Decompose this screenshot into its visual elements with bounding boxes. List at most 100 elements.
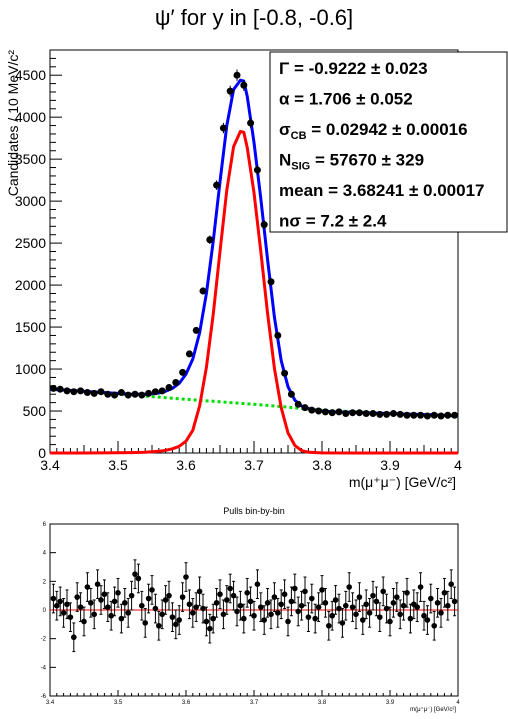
data-point <box>328 409 336 417</box>
pull-point <box>356 594 363 600</box>
pull-xtick-label: 3.9 <box>386 700 395 706</box>
pull-point <box>404 590 410 596</box>
pull-point <box>203 618 210 625</box>
pull-point <box>292 585 298 592</box>
pull-point <box>312 615 319 622</box>
pull-point <box>247 598 254 605</box>
data-point <box>335 408 343 416</box>
pull-point <box>421 612 427 619</box>
pull-point <box>285 618 291 625</box>
data-point <box>117 389 125 397</box>
pull-point <box>251 612 257 619</box>
pull-point <box>91 611 97 618</box>
pull-point <box>309 595 315 602</box>
pull-point <box>115 590 121 596</box>
main-xtick-label: 3.9 <box>380 457 400 473</box>
pull-point <box>394 594 400 600</box>
pull-point <box>145 595 152 602</box>
stats-entry: Γ = -0.9222 ± 0.023 <box>279 59 428 78</box>
main-ytick-label: 0 <box>38 445 46 461</box>
stats-entry-name: nσ <box>279 212 301 231</box>
pull-point <box>360 617 366 623</box>
pull-point <box>217 591 223 598</box>
stats-entry-name: α <box>279 90 290 109</box>
pull-point <box>88 600 94 606</box>
pull-point <box>111 598 118 605</box>
pull-point <box>193 604 199 610</box>
pull-ytick-label: 4 <box>43 551 47 557</box>
pull-ytick-label: -2 <box>41 637 47 643</box>
pull-point <box>278 601 285 608</box>
pull-point <box>57 598 63 605</box>
stats-entry-value: = 7.2 ± 2.4 <box>301 212 387 231</box>
pull-point <box>101 591 108 598</box>
data-point <box>444 411 452 419</box>
pull-point <box>98 597 104 603</box>
stats-entry-name: mean <box>279 181 323 200</box>
pull-point <box>224 597 230 603</box>
data-point <box>294 400 302 408</box>
pull-point <box>81 618 87 625</box>
data-point <box>145 389 153 397</box>
data-point <box>97 388 105 396</box>
stats-entry-value: = -0.9222 ± 0.023 <box>289 59 427 78</box>
data-point <box>172 378 180 386</box>
main-xlabel: m(μ⁺μ⁻) [GeV/c²] <box>349 474 456 490</box>
pull-point <box>176 617 182 623</box>
main-xtick-label: 3.7 <box>244 457 264 473</box>
stats-entry-value: = 0.02942 ± 0.00016 <box>307 120 468 139</box>
data-point <box>403 411 411 419</box>
pull-point <box>108 612 114 619</box>
pull-point <box>451 598 458 605</box>
stats-box <box>269 51 508 233</box>
pull-point <box>329 612 336 619</box>
pull-point <box>264 600 271 606</box>
pull-point <box>370 592 376 599</box>
pull-point <box>244 590 250 596</box>
main-axes: 3.4 3.5 3.6 3.7 3.8 3.9 4 0 500 1000 1500 2000 2500 3… <box>15 49 462 473</box>
stats-entry-name: Γ <box>279 59 289 78</box>
data-point <box>192 326 200 334</box>
data-point <box>111 391 119 399</box>
pull-point <box>190 610 196 616</box>
pull-point <box>275 610 281 616</box>
data-point <box>206 236 214 244</box>
data-point <box>151 388 159 396</box>
data-point <box>376 410 384 418</box>
data-point <box>240 81 248 89</box>
pull-point <box>346 584 353 590</box>
pull-point <box>227 585 233 592</box>
pull-point <box>71 634 77 641</box>
pull-point <box>196 588 203 595</box>
pull-point <box>302 588 308 595</box>
pull-point <box>387 618 393 625</box>
pull-point <box>173 621 179 628</box>
stats-entry-subscript: SIG <box>291 161 310 173</box>
main-xtick-label: 4 <box>454 457 462 473</box>
pull-xtick-label: 4 <box>456 700 460 706</box>
pull-ytick-label: 2 <box>43 579 47 585</box>
pull-point <box>332 597 339 603</box>
data-point <box>321 408 329 416</box>
pull-ytick-label: 6 <box>43 522 47 528</box>
data-point <box>410 411 418 419</box>
data-point <box>301 404 309 412</box>
pull-point <box>166 592 172 599</box>
pull-point <box>271 594 278 600</box>
main-xtick-label: 3.8 <box>312 457 332 473</box>
data-point <box>90 389 98 397</box>
pull-point <box>397 611 404 618</box>
stats-entries: Γ = -0.9222 ± 0.023 α = 1.706 ± 0.052 σCB … <box>279 59 484 231</box>
main-xtick-label: 3.4 <box>40 457 60 473</box>
pull-point <box>77 604 84 610</box>
pull-point <box>210 615 216 622</box>
pull-ytick-label: -6 <box>41 694 47 700</box>
pull-point <box>84 584 91 590</box>
pull-point <box>135 575 142 582</box>
stats-entry-value: = 1.706 ± 0.052 <box>289 90 412 109</box>
pull-point <box>380 588 387 595</box>
data-point <box>417 411 425 419</box>
pull-point <box>400 602 407 609</box>
pull-point <box>183 574 189 580</box>
